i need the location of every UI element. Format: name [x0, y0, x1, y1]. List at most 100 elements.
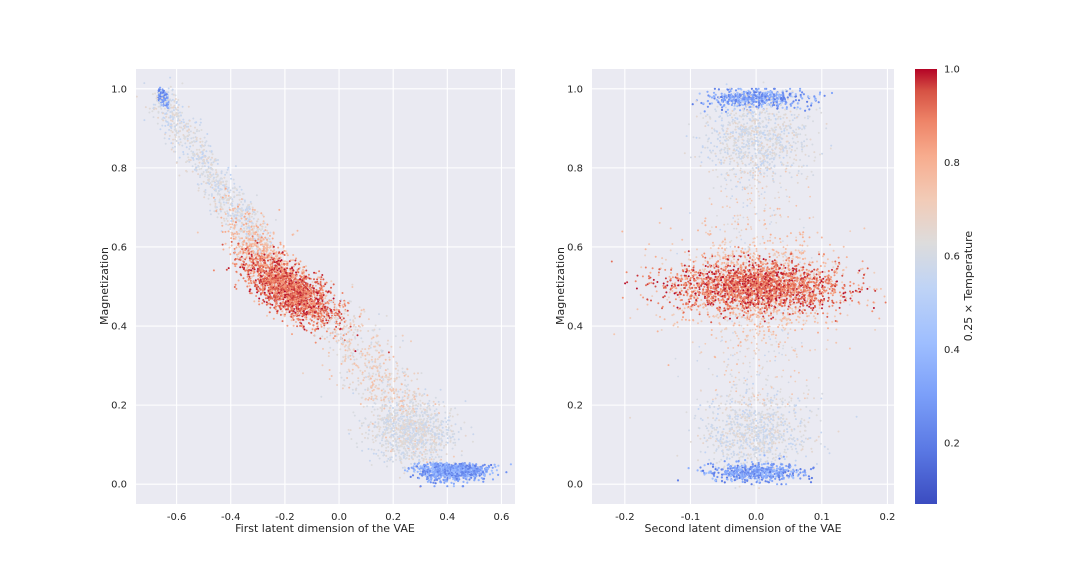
data-point [218, 193, 221, 196]
data-point [185, 161, 187, 164]
data-point [255, 225, 258, 227]
data-point [375, 384, 378, 387]
data-point [407, 383, 410, 386]
data-point [302, 268, 304, 271]
data-point [394, 367, 397, 370]
data-point [348, 386, 351, 389]
data-point [207, 165, 210, 168]
data-point [397, 369, 400, 372]
data-point [265, 303, 268, 306]
data-point [260, 212, 263, 215]
data-point [288, 311, 291, 314]
data-point [225, 217, 228, 220]
data-point [387, 442, 390, 445]
data-point [244, 258, 247, 261]
data-point [270, 266, 273, 269]
data-point [388, 419, 391, 422]
data-point [417, 447, 420, 450]
data-point [424, 402, 427, 405]
data-point [392, 355, 395, 358]
data-point [285, 252, 288, 255]
data-point [281, 275, 284, 278]
data-point [403, 399, 406, 402]
data-point [431, 428, 433, 431]
data-point [266, 264, 269, 267]
data-point [214, 185, 217, 188]
data-point [311, 284, 314, 287]
data-point [445, 428, 448, 431]
data-point [416, 378, 419, 381]
data-point [270, 281, 273, 284]
data-point [186, 135, 189, 138]
data-point [261, 228, 264, 230]
data-point [386, 383, 389, 386]
data-point [332, 349, 335, 351]
data-point [244, 269, 247, 272]
data-point [430, 414, 433, 417]
data-point [388, 401, 391, 404]
data-point [349, 322, 352, 325]
data-point [296, 279, 299, 282]
data-point [176, 114, 179, 117]
data-point [286, 294, 288, 297]
data-point [404, 389, 407, 392]
data-point [250, 292, 253, 295]
data-point [450, 407, 453, 410]
data-point [342, 317, 345, 320]
data-point [304, 301, 307, 304]
data-point [387, 450, 390, 452]
data-point [262, 220, 265, 223]
data-point [240, 213, 242, 216]
data-point [230, 237, 233, 240]
data-point [242, 243, 245, 246]
data-point [213, 210, 216, 213]
data-point [382, 354, 385, 357]
data-point [339, 320, 342, 323]
data-point [356, 365, 359, 367]
data-point [247, 220, 249, 223]
data-point [152, 107, 155, 110]
data-point [426, 452, 428, 455]
data-point [234, 251, 236, 254]
data-point [433, 458, 435, 461]
data-point [256, 262, 259, 265]
data-point [236, 210, 239, 213]
data-point [385, 436, 387, 439]
data-point [239, 266, 242, 269]
data-point [385, 404, 388, 407]
data-point [375, 395, 378, 398]
data-point [365, 365, 368, 368]
data-point [276, 275, 279, 278]
data-point [414, 450, 417, 453]
data-point [382, 388, 385, 391]
data-point [353, 362, 356, 365]
data-point [349, 318, 352, 321]
data-point [171, 110, 173, 113]
data-point [407, 421, 410, 424]
data-point [263, 285, 266, 288]
data-point [321, 364, 324, 367]
data-point [209, 209, 212, 212]
data-point [249, 288, 252, 291]
data-point [374, 358, 377, 361]
data-point [319, 278, 322, 281]
data-point [197, 187, 200, 190]
data-point [243, 261, 245, 263]
data-point [248, 233, 251, 236]
data-point [273, 285, 276, 288]
data-point [271, 303, 274, 306]
data-point [276, 289, 279, 292]
data-point [199, 151, 202, 154]
data-point [263, 256, 266, 259]
data-point [255, 231, 257, 234]
data-point [268, 280, 271, 283]
data-point [163, 107, 166, 110]
data-point [406, 434, 409, 437]
data-point [373, 379, 376, 382]
data-point [406, 392, 409, 395]
data-point [277, 284, 280, 287]
data-point [424, 421, 427, 424]
data-point [271, 277, 274, 280]
data-point [429, 436, 432, 439]
data-point [364, 397, 367, 400]
